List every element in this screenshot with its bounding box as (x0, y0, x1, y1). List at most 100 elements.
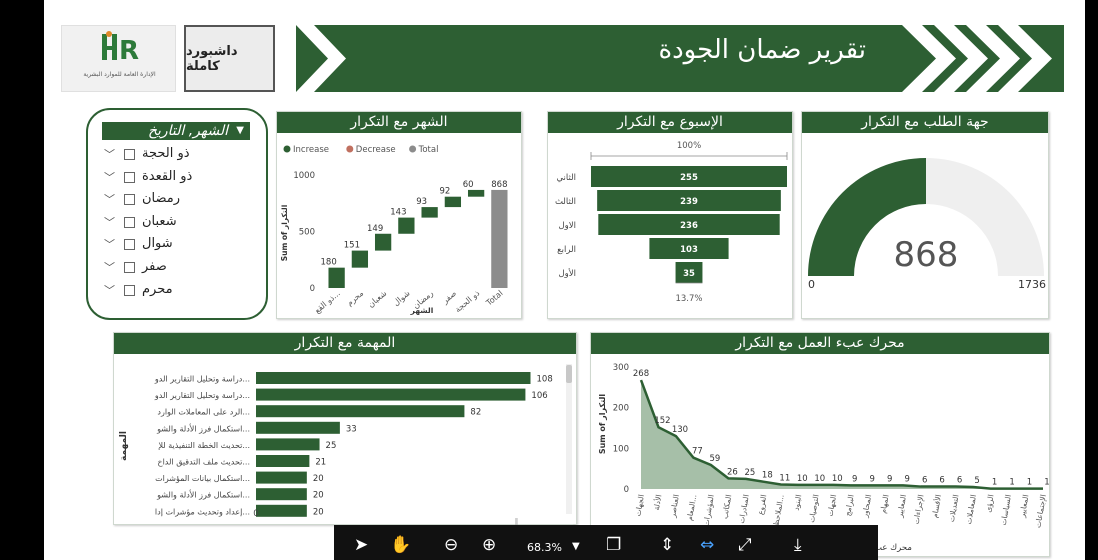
pointer-icon[interactable]: ➤ (354, 535, 369, 555)
chevron-down-icon: ﹀ (104, 261, 115, 274)
workload-chart-title: محرك عبء العمل مع التكرار (591, 333, 1049, 354)
checkbox[interactable] (124, 194, 135, 206)
x-tick-label: التوصيات (807, 494, 821, 524)
x-tick-label: البرامج (843, 494, 856, 517)
gauge-title: جهة الطلب مع التكرار (802, 112, 1048, 133)
data-label: 1 (992, 478, 997, 488)
slicer-item[interactable]: ﹀ ذو الحجة (104, 146, 234, 166)
slicer-item-label: شوال (142, 236, 173, 252)
series-line (639, 379, 1043, 490)
x-tick-label: ذو الحجة (453, 288, 482, 314)
data-label: 9 (904, 474, 909, 484)
data-label: 25 (326, 441, 337, 451)
y-tick-label: 500 (299, 228, 315, 238)
checkbox[interactable] (124, 284, 135, 296)
copy-icon[interactable]: ❐ (606, 535, 622, 555)
slicer-item-label: صفر (142, 259, 167, 274)
x-tick-label: الرؤى (984, 494, 996, 513)
x-tick-label: شوال (391, 288, 411, 307)
data-label: 268 (633, 369, 649, 379)
category-label: دراسة وتحليل التقارير الدو... (154, 375, 250, 384)
x-tick-label: الإجتماعات (1033, 494, 1048, 529)
zoom-in-icon[interactable]: ⊕ (482, 535, 497, 555)
week-chart-title: الإسبوع مع التكرار (548, 112, 792, 133)
funnel-bar (649, 238, 729, 259)
chevron-down-icon: ﹀ (104, 238, 115, 252)
slicer-item[interactable]: ﹀ شوال (104, 236, 234, 256)
slicer-item-label: ذو الحجة (142, 146, 190, 161)
task-bar (256, 488, 307, 501)
viewer-toolbar: ➤ ✋ ⊖ ⊕ 68.3% ▼ ❐ ⇕ ⇔ ⤢ ⤓ (334, 525, 878, 560)
y-tick-label: 0 (624, 485, 629, 495)
task-bar (256, 455, 310, 467)
slicer-item[interactable]: ﹀ ذو القعدة (104, 169, 234, 189)
task-chart-title: المهمة مع التكرار (114, 333, 576, 354)
fit-width-icon[interactable]: ⇔ (700, 535, 715, 555)
slicer-item[interactable]: ﹀ صفر (104, 259, 234, 279)
data-label: 26 (727, 467, 738, 477)
chevron-down-icon: ﹀ (104, 193, 115, 207)
legend-marker (283, 145, 291, 153)
y-axis-label: Sum of التكرار (280, 205, 289, 262)
slicer-item[interactable]: ﹀ رمضان (104, 191, 234, 211)
legend-label: Decrease (356, 145, 396, 155)
data-label: 9 (870, 474, 875, 484)
data-label: 1 (1009, 478, 1014, 488)
month-chart-title: الشهر مع التكرار (277, 112, 521, 133)
zoom-dropdown-icon[interactable]: ▼ (572, 541, 580, 552)
task-bar (256, 388, 526, 401)
full-dashboard-button[interactable]: داشبورد كاملة (184, 25, 275, 92)
funnel-bar (598, 214, 780, 235)
hr-logo-icon: R (102, 31, 139, 66)
slicer-header[interactable]: الشهر, التاريخ ▼ (102, 122, 250, 140)
data-label: 149 (367, 224, 383, 234)
week-chart-card: الإسبوع مع التكرار 100% 255 الثاني 239 الثال… (547, 111, 793, 319)
gauge-value: 868 (894, 235, 959, 275)
data-label: 77 (692, 447, 703, 457)
fit-height-icon[interactable]: ⇕ (660, 535, 675, 555)
checkbox[interactable] (124, 171, 135, 183)
checkbox[interactable] (124, 262, 135, 273)
slicer-item-label: محرم (142, 281, 173, 297)
checkbox[interactable] (124, 149, 135, 160)
task-bar (256, 421, 340, 434)
x-tick-label: البنود (792, 494, 804, 511)
x-tick-label: صفر (440, 289, 458, 306)
data-label: 25 (744, 468, 755, 478)
data-label: 108 (537, 375, 553, 385)
requester-gauge-card: جهة الطلب مع التكرار 868 0 1736 (801, 111, 1049, 319)
y-tick-label: 100 (613, 444, 629, 454)
slicer-item[interactable]: ﹀ شعبان (104, 214, 234, 234)
checkbox[interactable] (124, 216, 135, 228)
hand-pan-icon[interactable]: ✋ (390, 535, 412, 555)
data-label: 106 (531, 391, 547, 401)
x-tick-label: الفروع (756, 494, 768, 516)
zoom-level[interactable]: 68.3% (527, 541, 562, 554)
data-label: 1 (1044, 478, 1049, 488)
category-label: الأول (559, 268, 577, 279)
month-slicer: الشهر, التاريخ ▼ ﹀ ذو الحجة ﹀ ذو القعدة ﹀ رمض… (86, 108, 268, 320)
data-label: 143 (390, 208, 406, 218)
data-label: 92 (439, 187, 450, 197)
slicer-title: الشهر, التاريخ (147, 123, 228, 139)
slicer-item-label: رمضان (142, 191, 181, 207)
task-bar (256, 405, 465, 418)
data-label: 868 (491, 180, 507, 190)
data-label: 180 (321, 258, 337, 268)
fullscreen-icon[interactable]: ⤢ (738, 535, 752, 555)
legend-marker (409, 145, 417, 153)
zoom-out-icon[interactable]: ⊖ (444, 535, 459, 555)
waterfall-bar (444, 196, 462, 208)
download-icon[interactable]: ⤓ (794, 535, 802, 555)
waterfall-bar (328, 267, 345, 288)
data-label: 239 (680, 197, 698, 207)
data-label: 82 (470, 408, 481, 418)
title-banner: تقرير ضمان الجودة (296, 25, 1064, 92)
x-axis-label: الشهر (410, 306, 434, 315)
x-tick-label: السياسات (999, 494, 1013, 526)
data-label: 11 (779, 474, 790, 484)
checkbox[interactable] (124, 239, 135, 251)
waterfall-bar (421, 207, 438, 218)
slicer-item[interactable]: ﹀ محرم (104, 282, 234, 302)
logo-caption: الإدارة العامة للموارد البشرية (83, 71, 156, 78)
